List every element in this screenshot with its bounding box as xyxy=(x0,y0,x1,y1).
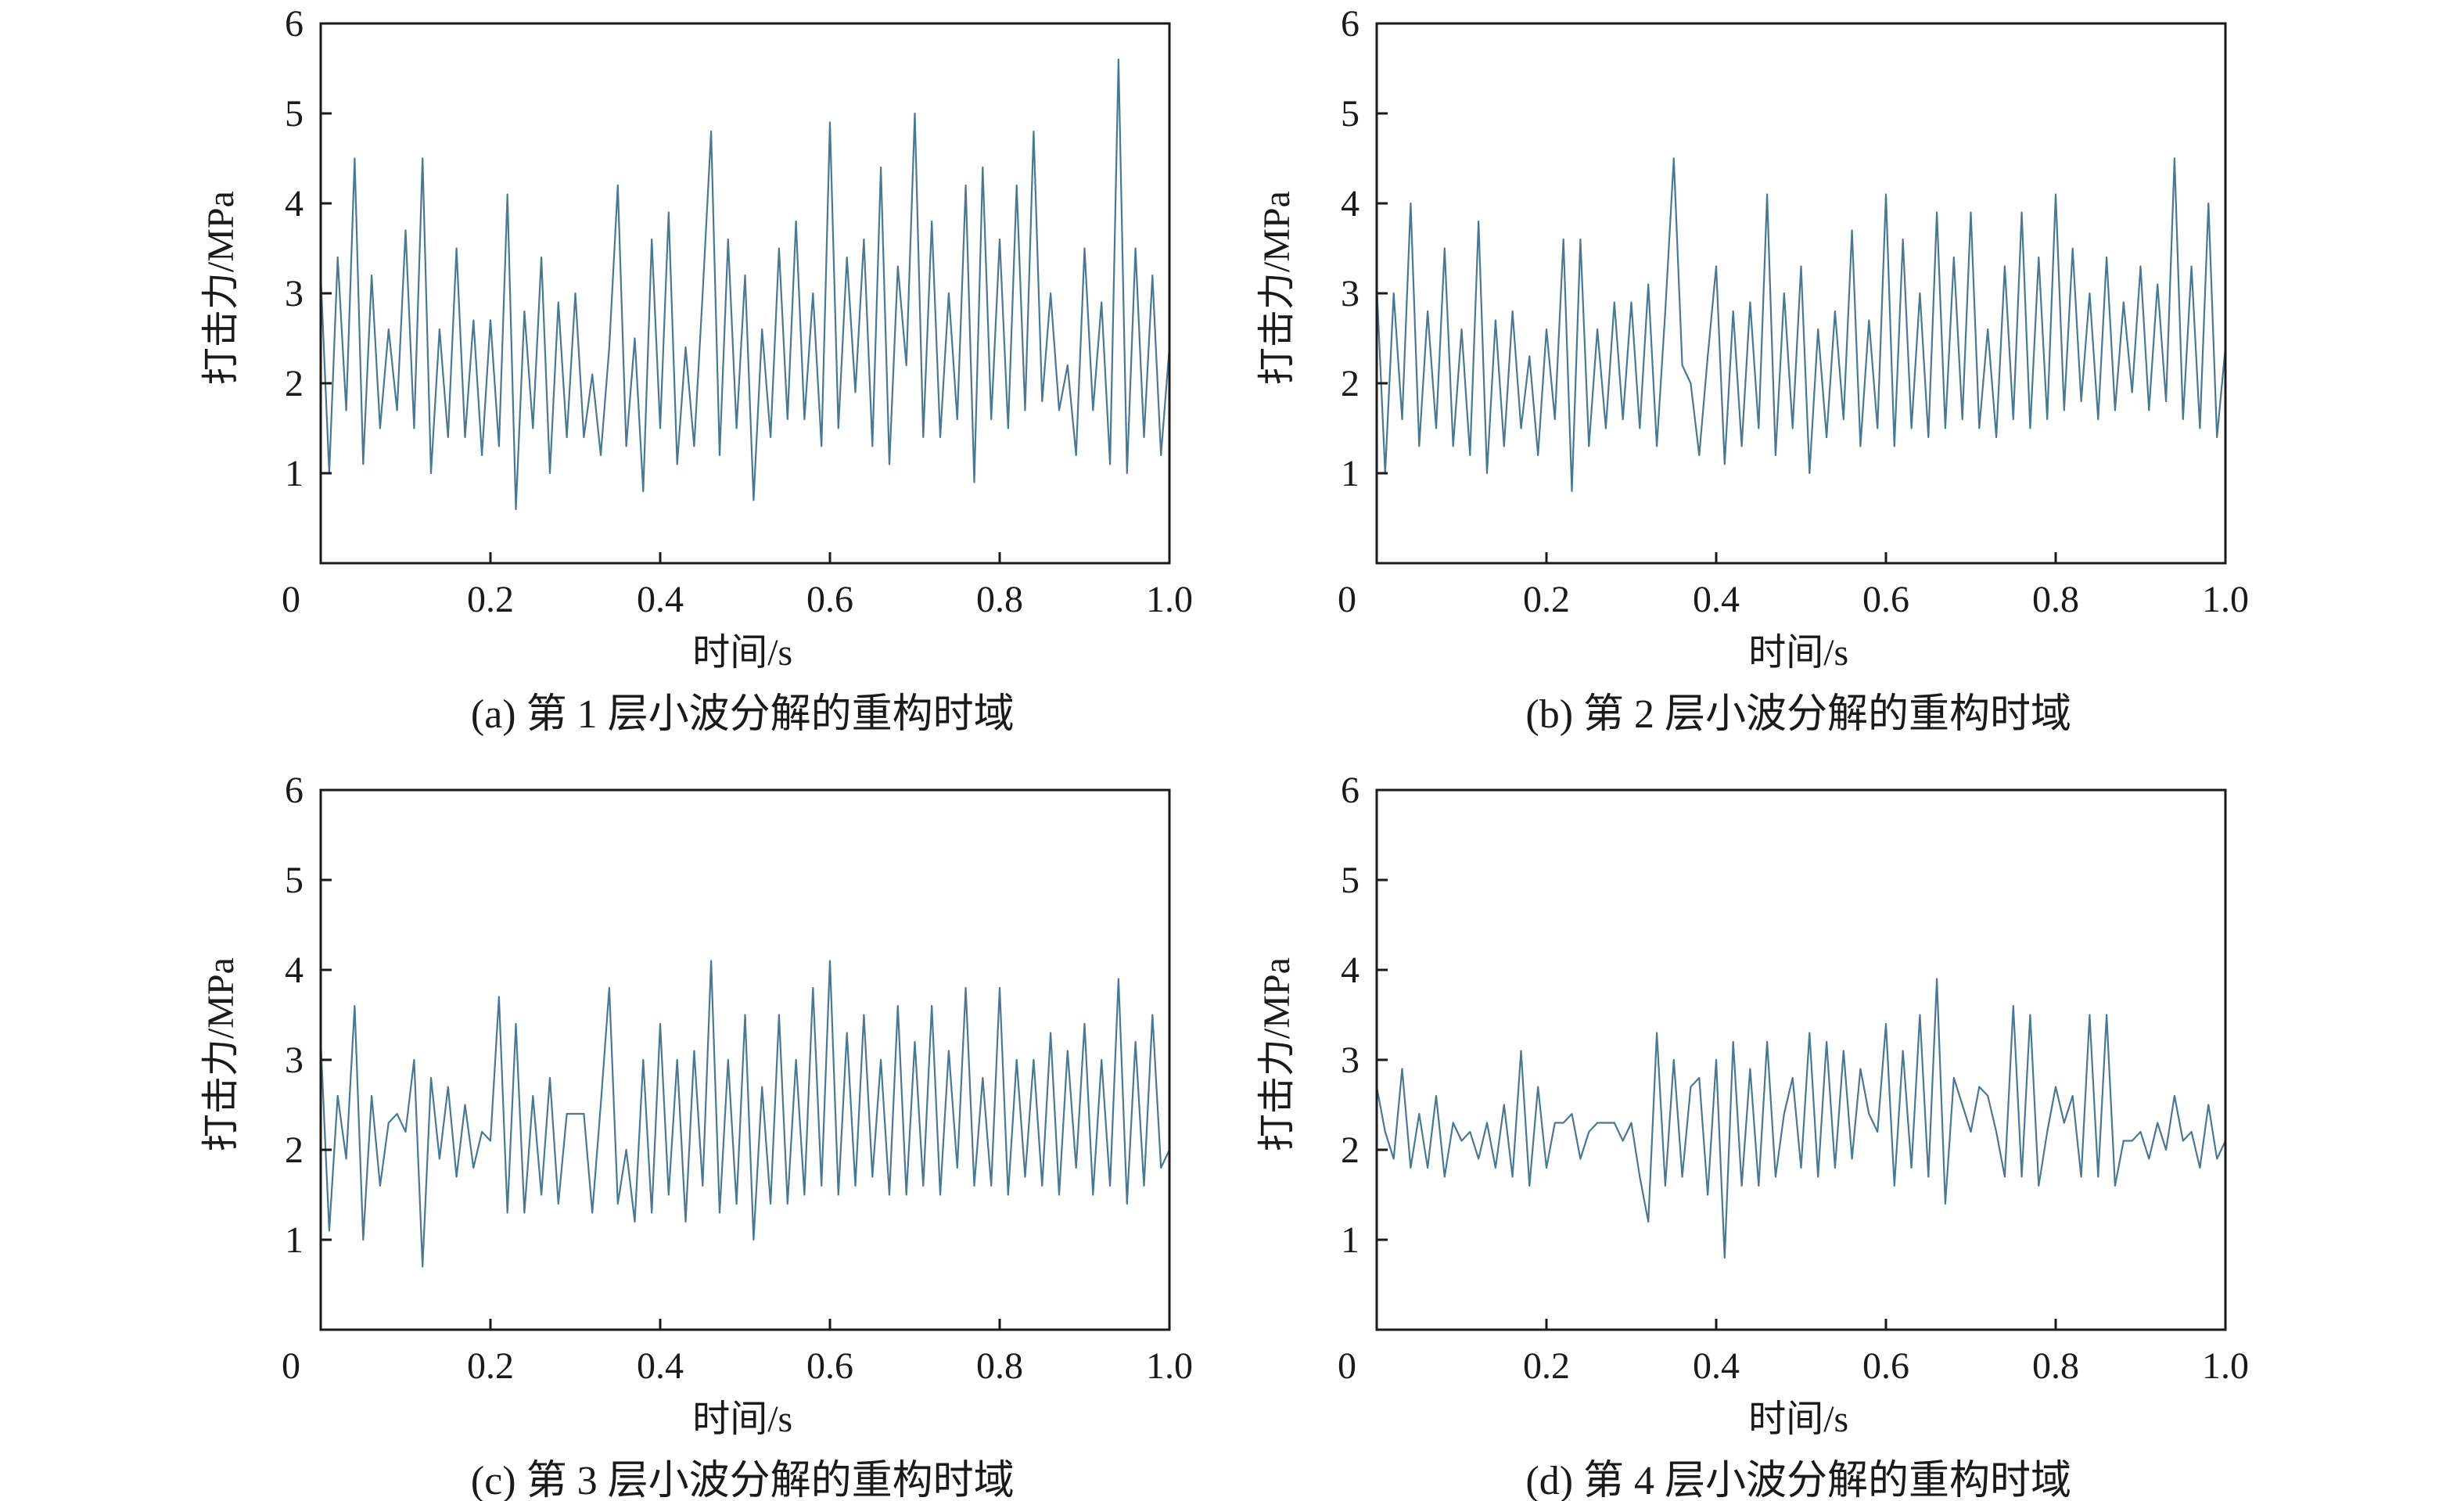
y-tick-label: 3 xyxy=(1341,273,1360,314)
x-tick-label: 0.8 xyxy=(976,1345,1023,1387)
x-tick-label: 0.2 xyxy=(1523,579,1570,620)
x-axis-label: 时间/s xyxy=(1748,632,1848,673)
series-line xyxy=(319,58,1171,511)
plot-frame xyxy=(319,788,1171,1331)
y-tick-label: 2 xyxy=(1341,1129,1360,1171)
x-tick-label: 0.4 xyxy=(1693,1345,1740,1387)
y-tick-label: 6 xyxy=(1341,3,1360,45)
y-tick-label: 6 xyxy=(285,770,304,811)
x-tick-label: 0.6 xyxy=(806,579,853,620)
y-tick-label: 4 xyxy=(285,183,304,224)
chart-panel-b: 0 0.2 0.4 0.6 0.8 1.0 1 2 3 4 5 6 时间/s 打击力/MPa (b) 第 2… xyxy=(1256,3,2249,737)
y-axis-label: 打击力/MPa xyxy=(1256,191,1298,385)
y-tick-label: 4 xyxy=(1341,950,1360,991)
panel-caption: (b) 第 2 层小波分解的重构时域 xyxy=(1525,692,2071,737)
series-line xyxy=(319,960,1170,1268)
series-line xyxy=(1375,157,2227,493)
x-tick-label: 0 xyxy=(282,579,300,620)
x-tick-label: 0 xyxy=(282,1345,300,1387)
chart-panel-c: 0 0.2 0.4 0.6 0.8 1.0 1 2 3 4 5 6 时间/s 打击力/MPa (c) 第 3… xyxy=(200,770,1193,1501)
x-axis-label: 时间/s xyxy=(692,1399,792,1440)
panel-caption: (c) 第 3 层小波分解的重构时域 xyxy=(471,1459,1015,1501)
x-axis-label: 时间/s xyxy=(692,632,792,673)
panel-caption: (d) 第 4 层小波分解的重构时域 xyxy=(1525,1459,2071,1501)
x-tick-label: 0.6 xyxy=(1862,579,1909,620)
x-tick-label: 0.2 xyxy=(467,1345,514,1387)
x-tick-label: 0 xyxy=(1338,1345,1356,1387)
x-tick-label: 0.2 xyxy=(467,579,514,620)
x-axis-label: 时间/s xyxy=(1748,1399,1848,1440)
x-tick-label: 0.6 xyxy=(806,1345,853,1387)
y-tick-label: 1 xyxy=(1341,1219,1360,1261)
y-axis-label: 打击力/MPa xyxy=(200,957,242,1151)
y-tick-label: 5 xyxy=(1341,860,1360,901)
y-tick-label: 5 xyxy=(285,860,304,901)
x-tick-label: 0.4 xyxy=(637,1345,684,1387)
x-tick-label: 1.0 xyxy=(1146,1345,1193,1387)
plot-frame xyxy=(1375,22,2227,565)
chart-panel-a: 0 0.2 0.4 0.6 0.8 1.0 1 2 3 4 5 6 时间/s 打击力/MPa (a) 第 1… xyxy=(200,3,1193,737)
x-tick-label: 0.4 xyxy=(1693,579,1740,620)
y-tick-label: 1 xyxy=(285,1219,304,1261)
y-tick-label: 5 xyxy=(285,93,304,135)
y-tick-label: 5 xyxy=(1341,93,1360,135)
x-tick-label: 0 xyxy=(1338,579,1356,620)
plot-frame xyxy=(1375,788,2227,1331)
y-tick-label: 6 xyxy=(285,3,304,45)
y-tick-label: 2 xyxy=(1341,363,1360,404)
x-tick-label: 0.6 xyxy=(1862,1345,1909,1387)
x-tick-label: 0.8 xyxy=(976,579,1023,620)
y-tick-label: 3 xyxy=(285,273,304,314)
x-tick-label: 0.4 xyxy=(637,579,684,620)
y-tick-label: 1 xyxy=(1341,453,1360,494)
y-tick-label: 3 xyxy=(1341,1040,1360,1081)
y-tick-label: 2 xyxy=(285,363,304,404)
x-tick-label: 0.8 xyxy=(2032,1345,2079,1387)
y-tick-label: 4 xyxy=(285,950,304,991)
x-tick-label: 0.8 xyxy=(2032,579,2079,620)
y-axis-label: 打击力/MPa xyxy=(1256,957,1298,1151)
x-tick-label: 1.0 xyxy=(2202,1345,2249,1387)
y-tick-label: 4 xyxy=(1341,183,1360,224)
panel-caption: (a) 第 1 层小波分解的重构时域 xyxy=(471,692,1015,737)
chart-panel-d: 0 0.2 0.4 0.6 0.8 1.0 1 2 3 4 5 6 时间/s 打击力/MPa (d) 第 4… xyxy=(1256,770,2249,1501)
x-tick-label: 0.2 xyxy=(1523,1345,1570,1387)
y-tick-label: 1 xyxy=(285,453,304,494)
x-tick-label: 1.0 xyxy=(2202,579,2249,620)
y-axis-label: 打击力/MPa xyxy=(200,191,242,385)
series-line xyxy=(1375,978,2226,1259)
x-tick-label: 1.0 xyxy=(1146,579,1193,620)
y-tick-label: 2 xyxy=(285,1129,304,1171)
y-tick-label: 3 xyxy=(285,1040,304,1081)
y-tick-label: 6 xyxy=(1341,770,1360,811)
